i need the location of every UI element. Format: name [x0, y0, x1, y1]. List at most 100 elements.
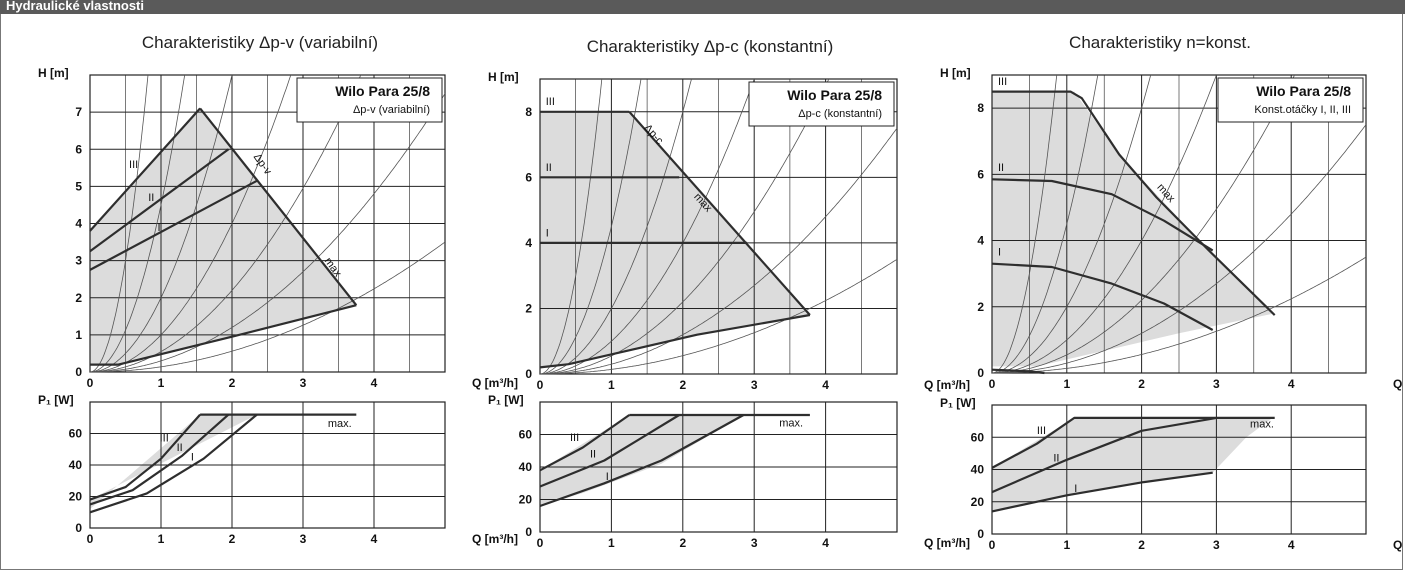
plot-border: [89, 401, 446, 529]
x-tick-label: 3: [1213, 538, 1220, 552]
y-tick-label: 20: [69, 490, 83, 504]
model-name: Wilo Para 25/8: [1256, 83, 1351, 99]
plot-border: [991, 404, 1367, 535]
x-tick-label: 1: [1063, 538, 1070, 552]
curve-ii: [89, 413, 230, 506]
model-info-box: Wilo Para 25/8 Δp-c (konstantní): [748, 81, 895, 127]
y-axis-label: P₁ [W]: [940, 396, 976, 410]
curve-label: II: [546, 162, 552, 174]
y-tick-label: 3: [75, 254, 82, 268]
x-tick-label: 2: [1138, 538, 1145, 552]
x-tick-label: 0: [537, 378, 544, 392]
model-info-box-frame: [296, 77, 443, 123]
plot-border: [89, 74, 446, 373]
y-tick-label: 4: [75, 217, 82, 231]
curve-i: [991, 262, 1214, 331]
y-tick-label: 0: [977, 527, 984, 541]
curve-ii: [539, 414, 680, 488]
operating-range-fill: [992, 417, 1273, 512]
curve-iii: [992, 90, 1276, 316]
curve-i: [89, 179, 258, 271]
x-tick-label: 3: [1213, 377, 1220, 391]
curve-label: III: [570, 432, 579, 444]
curve-label: III: [1037, 425, 1046, 437]
chart-panel-1: Charakteristiky Δp-v (variabilní)IIIIIIΔ…: [38, 33, 518, 546]
y-tick-label: 6: [525, 170, 532, 184]
x-tick-label: 1: [158, 532, 165, 546]
y-tick-label: 0: [525, 367, 532, 381]
y-tick-label: 4: [977, 234, 984, 248]
operating-range-fill: [540, 111, 810, 368]
curve-label: I: [998, 246, 1001, 258]
y-tick-label: 6: [977, 167, 984, 181]
system-curve: [992, 74, 1217, 374]
curve-i: [991, 471, 1213, 513]
x-tick-label: 0: [989, 538, 996, 552]
curve-min: [991, 368, 1045, 375]
y-tick-label: 1: [75, 328, 82, 342]
x-tick-label: 0: [989, 377, 996, 391]
system-curve: [991, 74, 1058, 374]
operating-range-fill: [90, 108, 357, 365]
y-tick-label: 0: [977, 366, 984, 380]
model-name: Wilo Para 25/8: [787, 87, 882, 103]
system-curve: [991, 74, 1099, 374]
x-tick-label: 4: [822, 536, 829, 550]
curve-ii: [991, 416, 1217, 494]
system-curve: [992, 256, 1367, 374]
curve-iii: [89, 413, 201, 501]
y-tick-label: 40: [519, 460, 533, 474]
x-tick-label: 1: [158, 376, 165, 390]
x-tick-label: 4: [1288, 377, 1295, 391]
curve-i: [539, 414, 745, 508]
y-tick-label: 60: [69, 427, 83, 441]
model-info-box-frame: [748, 81, 895, 127]
x-tick-label: 4: [1288, 538, 1295, 552]
y-tick-label: 40: [971, 463, 985, 477]
curve-ii: [991, 178, 1214, 252]
curve-ii: [89, 148, 230, 253]
x-axis-label: Q [m³/h]: [1393, 538, 1405, 552]
x-tick-label: 4: [371, 376, 378, 390]
section-header-text: Hydraulické vlastnosti: [6, 0, 144, 13]
x-tick-label: 2: [1138, 377, 1145, 391]
section-header: Hydraulické vlastnosti: [0, 0, 1405, 14]
curve-label: III: [546, 96, 555, 108]
x-tick-label: 2: [679, 378, 686, 392]
y-tick-label: 4: [525, 236, 532, 250]
x-axis-label: Q [m³/h]: [1393, 377, 1405, 391]
x-tick-label: 1: [1063, 377, 1070, 391]
model-info-box: Wilo Para 25/8 Konst.otáčky I, II, III: [1217, 77, 1364, 123]
chart-title: Charakteristiky Δp-c (konstantní): [587, 37, 834, 56]
chart-panel-2: Charakteristiky Δp-c (konstantní) III III Δ…: [488, 37, 970, 550]
x-tick-label: 0: [537, 536, 544, 550]
curve-label: III: [998, 76, 1007, 88]
curve-label: I: [191, 451, 194, 463]
y-axis-label: P₁ [W]: [488, 393, 524, 407]
control-mode: Δp-c (konstantní): [798, 108, 882, 120]
control-mode: Konst.otáčky I, II, III: [1254, 104, 1351, 116]
curve-label: max.: [1250, 419, 1274, 431]
curve-max: [90, 304, 357, 366]
x-tick-label: 3: [300, 532, 307, 546]
y-axis-label: H [m]: [488, 70, 519, 84]
curve-label: I: [157, 222, 160, 234]
x-tick-label: 2: [679, 536, 686, 550]
x-axis-label: Q [m³/h]: [924, 378, 970, 392]
y-tick-label: 5: [75, 179, 82, 193]
x-axis-label: Q [m³/h]: [924, 536, 970, 550]
curve-label: II: [590, 448, 596, 460]
system-curve: [540, 78, 830, 375]
plot-border: [539, 78, 898, 375]
curve-i: [89, 413, 258, 514]
x-tick-label: 0: [87, 532, 94, 546]
system-curve: [90, 74, 362, 373]
model-name: Wilo Para 25/8: [335, 83, 430, 99]
plot-border: [991, 74, 1367, 374]
